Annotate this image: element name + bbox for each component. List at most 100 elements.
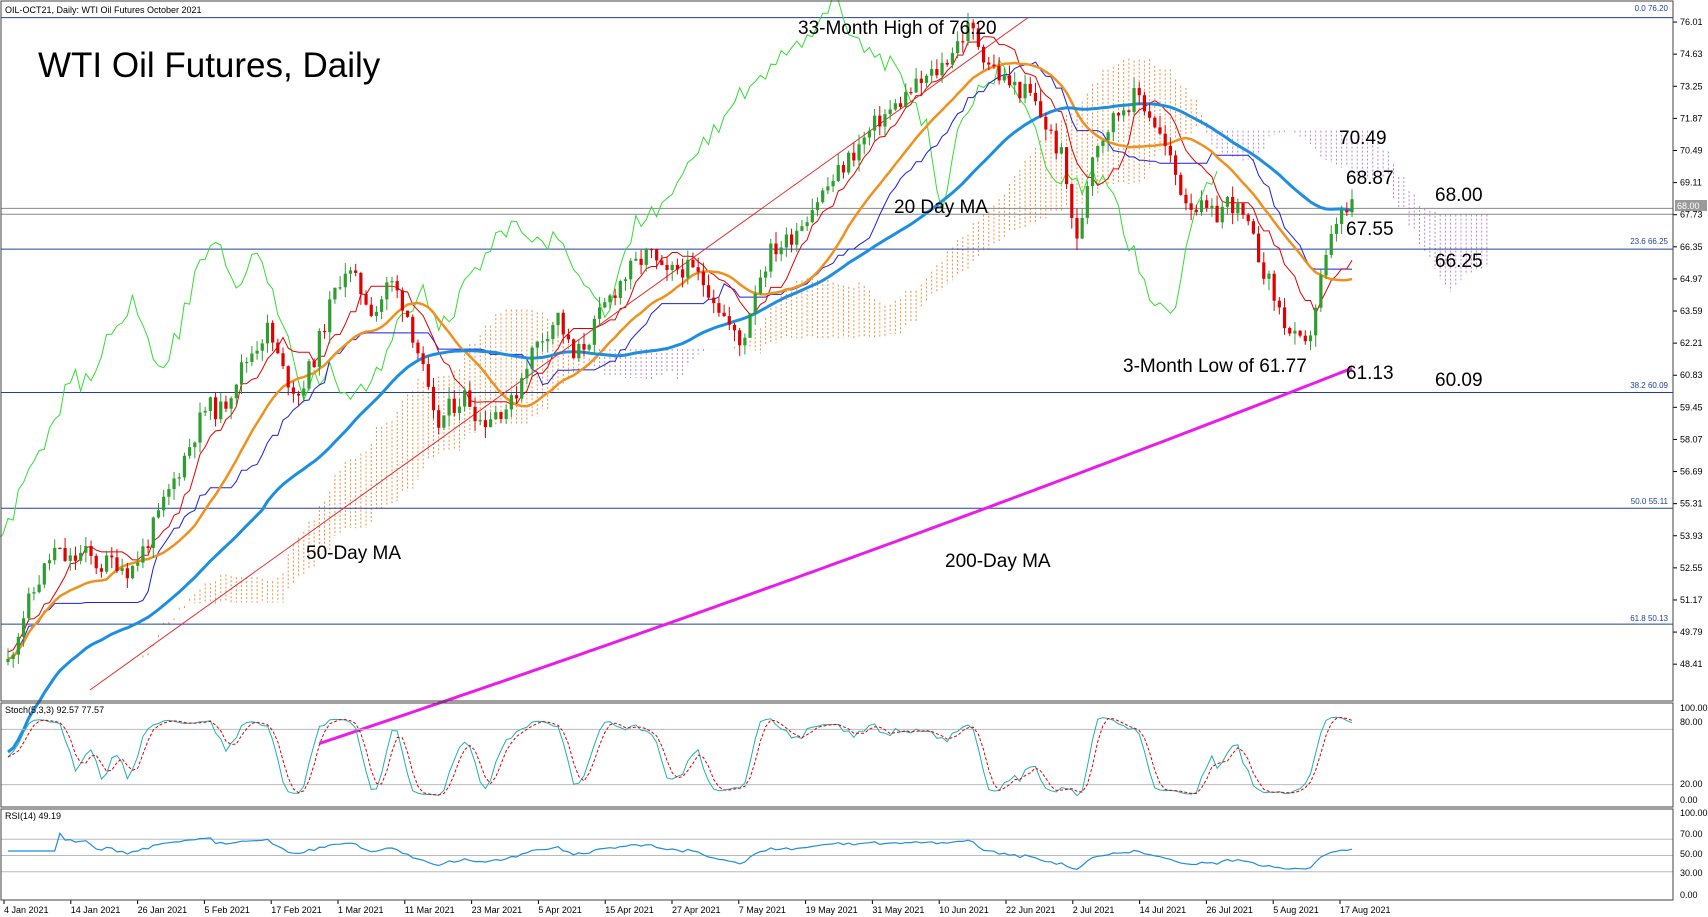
candle-body <box>354 270 358 273</box>
candle-body <box>629 260 633 280</box>
candle-body <box>738 330 742 346</box>
candle-body <box>608 295 612 303</box>
candle-body <box>328 299 332 333</box>
candle-body <box>1101 140 1105 147</box>
candle-body <box>1173 155 1178 175</box>
current-price-tag <box>1675 200 1707 211</box>
y-tick-label: 59.45 <box>1680 402 1703 412</box>
candle-body <box>556 312 560 326</box>
x-tick-label: 27 Apr 2021 <box>672 905 721 915</box>
ma20-line <box>7 61 1353 661</box>
x-tick-label: 22 Jun 2021 <box>1006 905 1056 915</box>
candle-body <box>405 310 410 317</box>
candle-body <box>224 401 228 409</box>
candle-body <box>141 546 145 563</box>
x-tick-label: 14 Jul 2021 <box>1140 905 1187 915</box>
candle-body <box>442 415 446 428</box>
candle-body <box>748 313 752 338</box>
candle-body <box>582 344 586 350</box>
candle-body <box>841 165 846 173</box>
candle-body <box>919 78 923 83</box>
candle-body <box>660 260 664 266</box>
ma20-annotation: 20 Day MA <box>894 197 988 218</box>
candle-body <box>1340 210 1344 225</box>
candle-body <box>732 324 737 331</box>
candle-body <box>1194 209 1198 212</box>
candle-body <box>374 311 379 316</box>
candle-body <box>603 302 607 308</box>
candle-body <box>1225 197 1230 207</box>
candle-body <box>193 442 197 448</box>
candle-body <box>514 395 519 399</box>
y-tick-label: 67.73 <box>1680 210 1703 220</box>
candle-body <box>11 654 15 659</box>
y-tick-label: 74.63 <box>1680 49 1703 59</box>
candle-body <box>597 307 602 319</box>
candle-body <box>872 115 877 131</box>
candle-body <box>343 273 347 288</box>
candle-body <box>945 62 949 65</box>
candle-body <box>758 277 763 294</box>
candle-body <box>712 297 716 304</box>
candle-body <box>208 397 212 411</box>
candle-body <box>380 299 384 312</box>
candle-body <box>551 325 555 339</box>
candle-body <box>1122 110 1126 116</box>
stoch-tick-100: 100.00 <box>1680 703 1708 713</box>
candle-body <box>675 264 680 270</box>
candle-body <box>1293 330 1297 334</box>
candle-body <box>234 384 238 399</box>
rsi-tick-100: 100.00 <box>1680 808 1708 818</box>
candle-body <box>1334 224 1339 234</box>
candle-body <box>1319 275 1323 308</box>
candle-body <box>276 342 280 354</box>
candle-body <box>162 496 166 511</box>
candle-body <box>1153 117 1157 128</box>
candle-body <box>1251 221 1256 234</box>
candle-body <box>452 398 456 413</box>
value-7049: 70.49 <box>1339 128 1387 149</box>
stoch-tick-20: 20.00 <box>1680 779 1703 789</box>
candle-body <box>1163 133 1167 146</box>
ma200-annotation: 200-Day MA <box>945 551 1051 572</box>
oscillator-panels <box>1 716 1673 873</box>
candle-body <box>151 517 155 549</box>
candle-body <box>1231 197 1235 214</box>
candle-body <box>1158 127 1162 134</box>
candle-body <box>706 285 711 298</box>
candle-body <box>847 152 851 173</box>
fib-382-label: 38.2 60.09 <box>1630 381 1668 390</box>
candle-body <box>727 316 731 325</box>
candle-body <box>504 409 508 420</box>
candle-body <box>930 69 934 76</box>
candle-body <box>457 406 462 413</box>
candle-body <box>717 303 721 313</box>
x-tick-label: 1 Mar 2021 <box>338 905 384 915</box>
x-tick-label: 31 May 2021 <box>872 905 924 915</box>
candle-body <box>1106 132 1110 141</box>
candle-body <box>961 41 965 43</box>
candle-body <box>1054 130 1058 154</box>
candle-body <box>1127 110 1131 112</box>
candle-body <box>400 290 404 311</box>
candle-body <box>1324 254 1328 276</box>
value-6887: 68.87 <box>1346 168 1394 189</box>
candle-body <box>68 555 72 561</box>
candle-body <box>286 366 290 388</box>
candle-body <box>867 130 872 138</box>
y-tick-label: 49.79 <box>1680 627 1703 637</box>
x-tick-label: 7 May 2021 <box>739 905 786 915</box>
candle-body <box>348 270 353 274</box>
candle-body <box>53 547 57 561</box>
candle-body <box>893 103 897 110</box>
stoch-tick-80: 80.00 <box>1680 717 1703 727</box>
candle-body <box>488 419 493 428</box>
candle-body <box>265 322 270 344</box>
chart-title: WTI Oil Futures, Daily <box>38 46 381 85</box>
tenkan-line <box>7 36 1353 653</box>
candle-body <box>987 62 991 65</box>
candle-body <box>219 401 223 420</box>
candle-body <box>649 248 654 251</box>
candle-body <box>291 387 296 394</box>
candle-body <box>136 562 140 566</box>
